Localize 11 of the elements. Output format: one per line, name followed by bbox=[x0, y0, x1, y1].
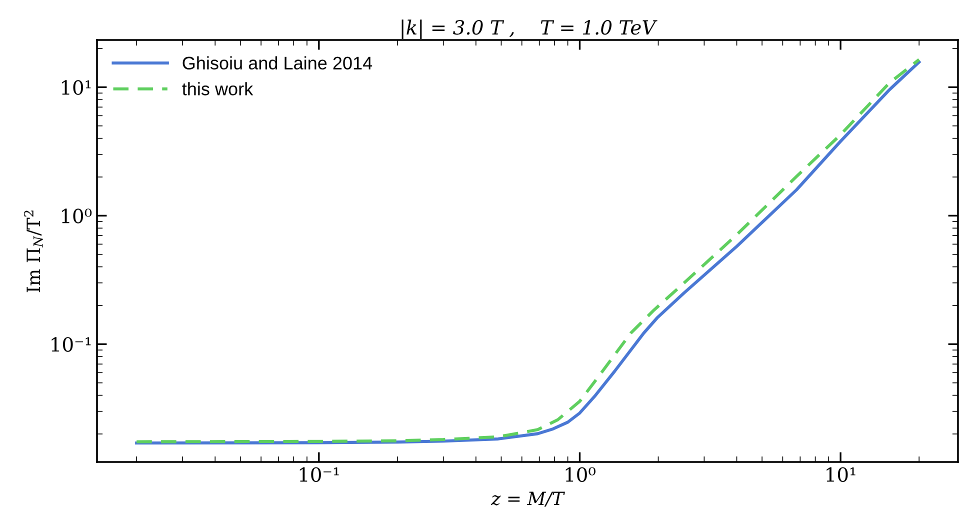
x-tick-label: 10⁻¹ bbox=[300, 467, 339, 482]
y-tick-label: 10¹ bbox=[62, 80, 91, 95]
x-tick-label: 10¹ bbox=[826, 467, 856, 482]
x-tick-label: 10⁰ bbox=[566, 467, 596, 482]
legend-label: this work bbox=[182, 82, 254, 96]
chart-title: |k| = 3.0 T , T = 1.0 TeV bbox=[402, 20, 658, 40]
y-tick-label: 10⁰ bbox=[62, 208, 92, 224]
y-axis-title: Im Π$_{N}$/T$^{2}$ bbox=[24, 210, 43, 292]
y-tick-label: 10⁻¹ bbox=[52, 337, 91, 352]
legend-label: Ghisoiu and Laine 2014 bbox=[182, 56, 372, 70]
x-axis-title: z = M/T bbox=[490, 492, 565, 507]
